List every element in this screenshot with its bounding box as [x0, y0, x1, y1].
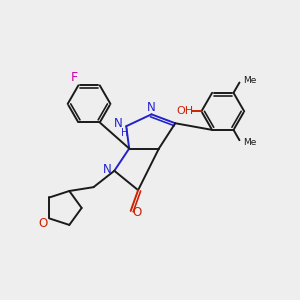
Text: Me: Me: [243, 138, 256, 147]
Text: N: N: [113, 117, 122, 130]
Text: O: O: [133, 206, 142, 219]
Text: OH: OH: [177, 106, 194, 116]
Text: Me: Me: [243, 76, 256, 85]
Text: O: O: [38, 217, 47, 230]
Text: N: N: [103, 163, 111, 176]
Text: H: H: [121, 128, 128, 138]
Text: F: F: [70, 71, 77, 84]
Text: N: N: [147, 101, 156, 114]
